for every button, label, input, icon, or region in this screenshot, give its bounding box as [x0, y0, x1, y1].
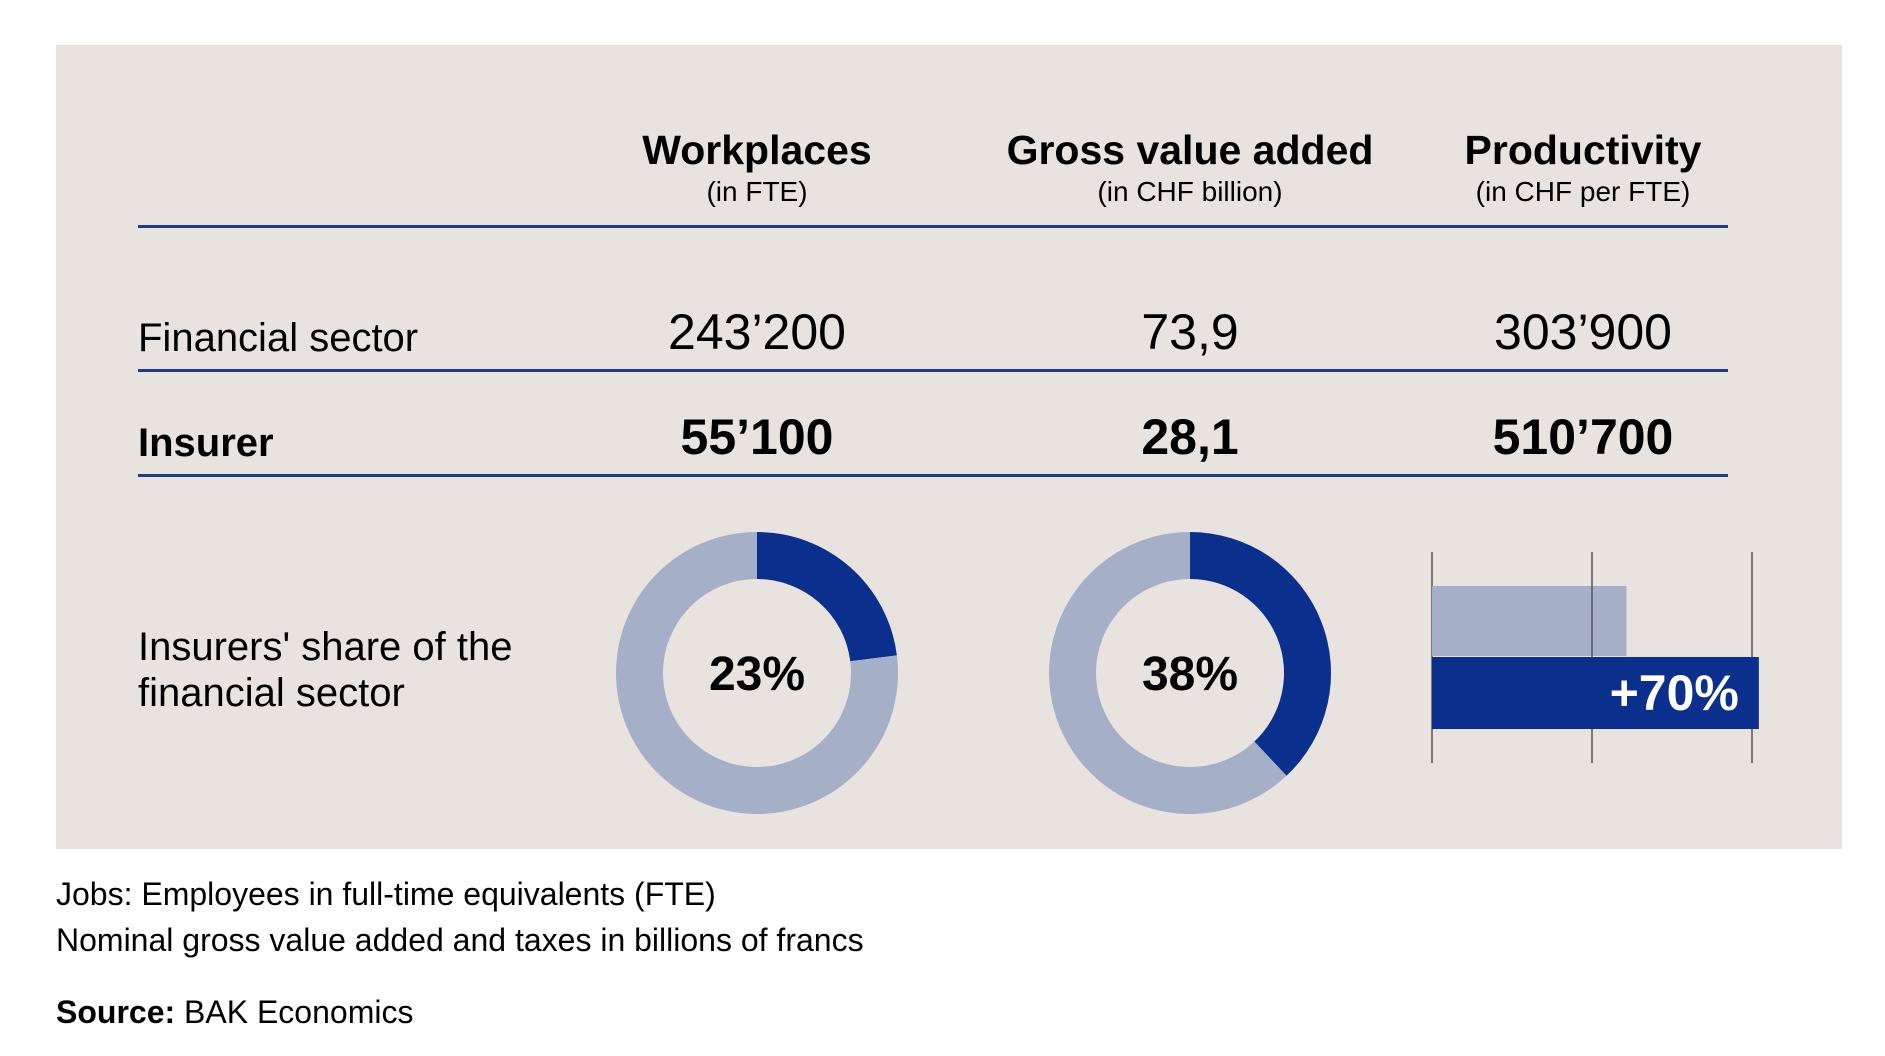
source-label: Source: — [56, 994, 176, 1030]
row-rule — [138, 369, 1728, 372]
column-title: Workplaces — [642, 127, 872, 173]
donut-gva-label: 38% — [1142, 648, 1238, 701]
source-text: BAK Economics — [175, 994, 414, 1030]
column-header-workplaces: Workplaces (in FTE) — [537, 126, 977, 210]
share-row-label: Insurers' share of the financial sector — [138, 625, 513, 715]
donut-gva-slice-insurer — [1190, 532, 1331, 776]
column-subtitle: (in FTE) — [706, 176, 808, 207]
row-label-insurer: Insurer — [138, 421, 274, 465]
cell-financial-gva: 73,9 — [1141, 304, 1239, 360]
donut-gva-slice-rest — [1048, 532, 1287, 814]
donut-workplaces-slice-insurer — [757, 532, 897, 662]
footnote-jobs: Jobs: Employees in full-time equivalents… — [56, 876, 716, 912]
header-rule — [138, 225, 1728, 228]
column-subtitle: (in CHF per FTE) — [1475, 176, 1691, 207]
column-title: Productivity — [1464, 127, 1702, 173]
cell-insurer-workplaces: 55’100 — [680, 409, 834, 465]
column-subtitle: (in CHF billion) — [1097, 176, 1283, 207]
row-label-financial-sector: Financial sector — [138, 316, 419, 360]
column-header-gross-value-added: Gross value added (in CHF billion) — [970, 126, 1410, 210]
donut-workplaces-label: 23% — [709, 648, 805, 701]
cell-financial-productivity: 303’900 — [1494, 304, 1672, 360]
productivity-bar-insurer — [1432, 657, 1759, 729]
productivity-bar-label: +70% — [1610, 665, 1739, 721]
column-title: Gross value added — [1006, 127, 1374, 173]
cell-insurer-gva: 28,1 — [1141, 409, 1239, 465]
footnote-gva: Nominal gross value added and taxes in b… — [56, 922, 864, 958]
cell-insurer-productivity: 510’700 — [1492, 409, 1674, 465]
source-line: Source: BAK Economics — [56, 992, 413, 1032]
column-header-productivity: Productivity (in CHF per FTE) — [1363, 126, 1803, 210]
cell-financial-workplaces: 243’200 — [668, 304, 846, 360]
donut-workplaces-slice-rest — [615, 532, 899, 815]
productivity-bar-financial-sector — [1432, 586, 1627, 656]
row-rule — [138, 474, 1728, 477]
